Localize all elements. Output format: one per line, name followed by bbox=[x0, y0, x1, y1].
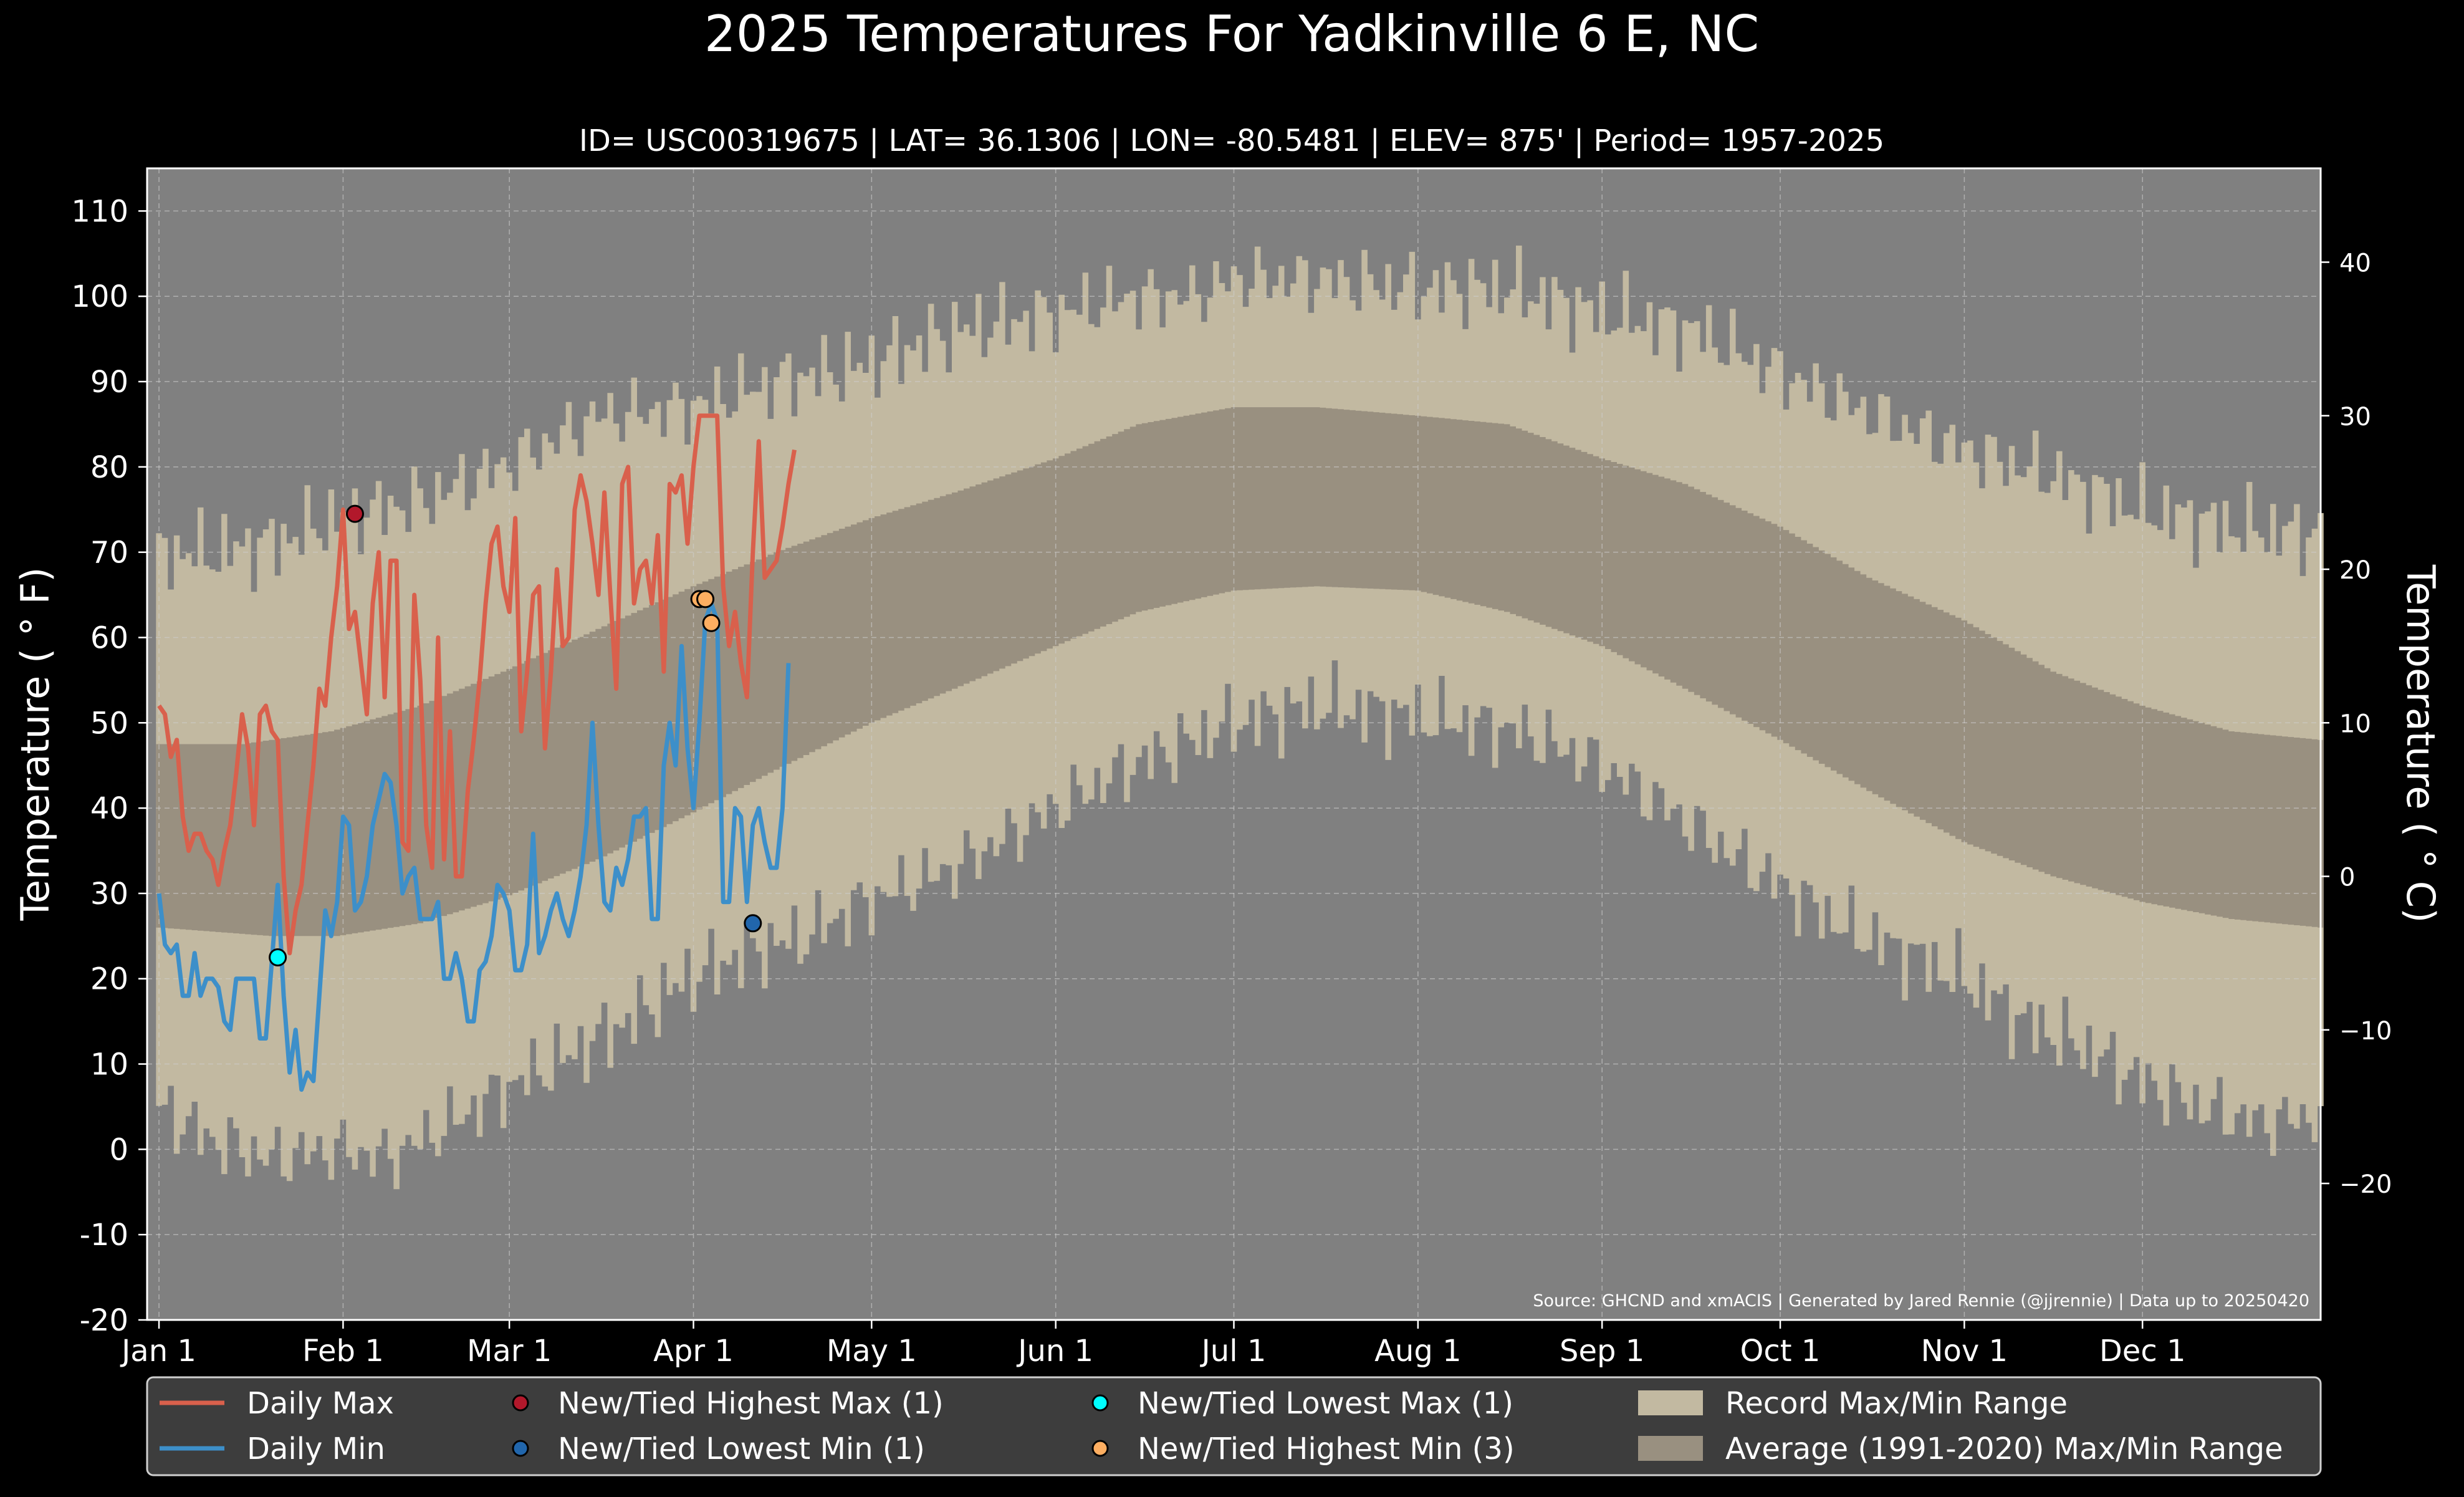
x-tick-label: Nov 1 bbox=[1921, 1334, 2008, 1369]
legend-dot-swatch bbox=[512, 1440, 529, 1457]
y-tick-label: 40 bbox=[90, 791, 128, 826]
y-tick-label: 100 bbox=[71, 279, 128, 314]
y2-tick-label: 40 bbox=[2339, 249, 2371, 277]
y-tick-label: 70 bbox=[90, 536, 128, 570]
record-point bbox=[744, 914, 762, 933]
y2-tick-label: −10 bbox=[2339, 1017, 2392, 1046]
y-tick-label: -10 bbox=[80, 1218, 128, 1253]
y-tick-label: 90 bbox=[90, 365, 128, 400]
legend-label: Average (1991-2020) Max/Min Range bbox=[1725, 1432, 2283, 1466]
y-tick-label: 0 bbox=[109, 1132, 128, 1167]
chart-title: 2025 Temperatures For Yadkinville 6 E, N… bbox=[704, 5, 1759, 63]
y2-tick-label: −20 bbox=[2339, 1170, 2392, 1199]
normal-range-band bbox=[156, 407, 2324, 936]
y-tick-label: 50 bbox=[90, 706, 128, 741]
y-axis-label: Temperature ( ° F) bbox=[12, 567, 58, 922]
x-tick-label: Jun 1 bbox=[1016, 1334, 1093, 1369]
x-tick-label: Oct 1 bbox=[1740, 1334, 1821, 1369]
record-range-area bbox=[156, 245, 2324, 1190]
x-tick-label: Mar 1 bbox=[467, 1334, 552, 1369]
legend-label: Daily Min bbox=[247, 1432, 385, 1466]
y-tick-label: 20 bbox=[90, 962, 128, 997]
y-axis-right: −20 −10 0 10 20 30 40 bbox=[2321, 249, 2392, 1199]
legend-dot-swatch bbox=[1091, 1394, 1109, 1412]
legend-label: New/Tied Highest Min (3) bbox=[1138, 1432, 1515, 1466]
chart-subtitle: ID= USC00319675 | LAT= 36.1306 | LON= -8… bbox=[579, 123, 1884, 158]
record-point bbox=[345, 504, 364, 523]
record-point bbox=[702, 614, 721, 632]
x-tick-label: Feb 1 bbox=[302, 1334, 384, 1369]
record-point bbox=[269, 948, 287, 967]
x-tick-label: May 1 bbox=[827, 1334, 917, 1369]
legend-dot-swatch bbox=[1091, 1440, 1109, 1457]
legend-label: New/Tied Lowest Max (1) bbox=[1138, 1386, 1513, 1421]
record-range-band bbox=[156, 245, 2324, 1190]
y2-axis-label: Temperature ( ° C) bbox=[2398, 564, 2443, 923]
y-tick-label: 80 bbox=[90, 450, 128, 485]
y-axis-left: -20 -10 0 10 20 30 40 50 60 70 80 90 100 110 bbox=[71, 194, 147, 1338]
daily-min-line bbox=[156, 601, 791, 1092]
y-tick-label: -20 bbox=[80, 1303, 128, 1338]
x-tick-label: Aug 1 bbox=[1374, 1334, 1462, 1369]
series-lines bbox=[156, 413, 797, 1092]
legend: Daily Max Daily Min New/Tied Highest Max (… bbox=[146, 1376, 2322, 1476]
record-points bbox=[269, 504, 762, 967]
legend-label: Daily Max bbox=[247, 1386, 394, 1421]
legend-box bbox=[146, 1376, 2322, 1476]
grid-lines bbox=[147, 168, 2321, 1321]
x-tick-label: Jan 1 bbox=[120, 1334, 196, 1369]
normal-range-area bbox=[156, 407, 2324, 936]
x-tick-label: Apr 1 bbox=[653, 1334, 734, 1369]
legend-patch-swatch bbox=[1638, 1436, 1703, 1461]
y-tick-label: 110 bbox=[71, 194, 128, 229]
source-note: Source: GHCND and xmACIS | Generated by … bbox=[1533, 1291, 2309, 1311]
legend-label: New/Tied Lowest Min (1) bbox=[558, 1432, 925, 1466]
plot-area: Source: GHCND and xmACIS | Generated by … bbox=[146, 167, 2324, 1321]
legend-dot-swatch bbox=[512, 1394, 529, 1412]
y2-tick-label: 0 bbox=[2339, 864, 2355, 892]
daily-max-line bbox=[157, 413, 797, 956]
legend-patch-swatch bbox=[1638, 1390, 1703, 1415]
y2-tick-label: 10 bbox=[2339, 710, 2371, 738]
y2-tick-label: 30 bbox=[2339, 403, 2371, 431]
y2-tick-label: 20 bbox=[2339, 556, 2371, 585]
record-point bbox=[696, 590, 715, 609]
x-tick-label: Dec 1 bbox=[2099, 1334, 2186, 1369]
x-axis: Jan 1 Feb 1 Mar 1 Apr 1 May 1 Jun 1 Jul 1 Aug 1… bbox=[120, 1320, 2186, 1369]
legend-label: Record Max/Min Range bbox=[1725, 1386, 2068, 1421]
y-tick-label: 60 bbox=[90, 620, 128, 655]
y-tick-label: 30 bbox=[90, 877, 128, 912]
x-tick-label: Sep 1 bbox=[1560, 1334, 1644, 1369]
x-tick-label: Jul 1 bbox=[1200, 1334, 1267, 1369]
legend-label: New/Tied Highest Max (1) bbox=[558, 1386, 944, 1421]
y-tick-label: 10 bbox=[90, 1047, 128, 1082]
